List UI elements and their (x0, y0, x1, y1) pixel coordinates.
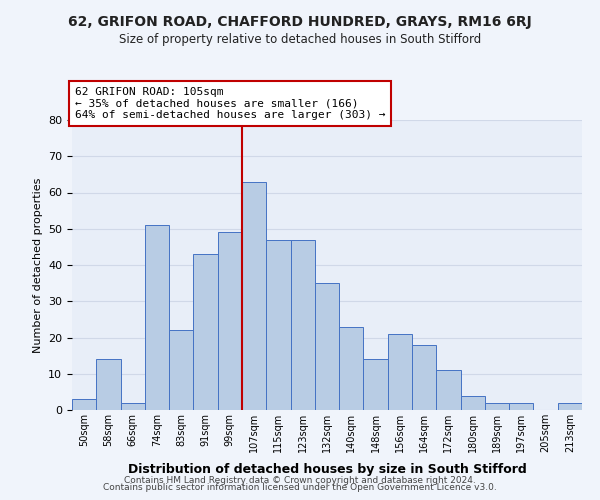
Bar (242, 182, 266, 410)
Bar (509, 403, 533, 410)
Bar (169, 330, 193, 410)
Bar (436, 370, 461, 410)
Text: Size of property relative to detached houses in South Stifford: Size of property relative to detached ho… (119, 32, 481, 46)
Text: 62 GRIFON ROAD: 105sqm
← 35% of detached houses are smaller (166)
64% of semi-de: 62 GRIFON ROAD: 105sqm ← 35% of detached… (74, 87, 385, 120)
Text: Contains HM Land Registry data © Crown copyright and database right 2024.: Contains HM Land Registry data © Crown c… (124, 476, 476, 485)
Bar (412, 345, 436, 410)
Bar (461, 396, 485, 410)
Bar (388, 334, 412, 410)
Text: 62, GRIFON ROAD, CHAFFORD HUNDRED, GRAYS, RM16 6RJ: 62, GRIFON ROAD, CHAFFORD HUNDRED, GRAYS… (68, 15, 532, 29)
Bar (218, 232, 242, 410)
Y-axis label: Number of detached properties: Number of detached properties (32, 178, 43, 352)
Bar (121, 403, 145, 410)
Bar (96, 359, 121, 410)
Bar (266, 240, 290, 410)
Bar (72, 399, 96, 410)
Bar (339, 326, 364, 410)
Bar (315, 283, 339, 410)
Bar (193, 254, 218, 410)
Bar (364, 359, 388, 410)
Bar (485, 403, 509, 410)
X-axis label: Distribution of detached houses by size in South Stifford: Distribution of detached houses by size … (128, 464, 526, 476)
Bar (145, 225, 169, 410)
Bar (290, 240, 315, 410)
Bar (558, 403, 582, 410)
Text: Contains public sector information licensed under the Open Government Licence v3: Contains public sector information licen… (103, 484, 497, 492)
